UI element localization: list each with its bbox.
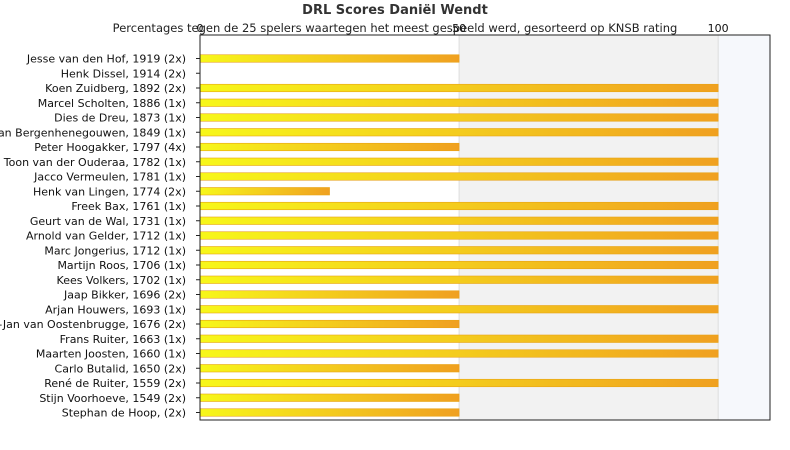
category-label: Freek Bax, 1761 (1x): [71, 200, 186, 213]
bar: [199, 216, 719, 225]
bar: [199, 157, 719, 166]
bar: [199, 246, 719, 255]
category-label: Henk van Lingen, 1774 (2x): [33, 185, 186, 198]
category-label: Koen Zuidberg, 1892 (2x): [45, 82, 186, 95]
category-label: Jesse van den Hof, 1919 (2x): [26, 53, 186, 66]
category-label: Stephan de Hoop, (2x): [62, 407, 186, 420]
bar: [199, 172, 719, 181]
bar: [199, 393, 460, 402]
category-label: René de Ruiter, 1559 (2x): [44, 377, 186, 390]
plot-frame: [199, 34, 771, 421]
bar: [199, 54, 460, 63]
bar: [199, 142, 460, 152]
category-label: Gert-Jan van Oostenbrugge, 1676 (2x): [0, 318, 186, 331]
category-label: Jacco Vermeulen, 1781 (1x): [33, 171, 186, 184]
category-label: Kees Volkers, 1702 (1x): [57, 274, 186, 287]
bar: [199, 128, 719, 137]
bar: [199, 319, 460, 329]
category-label: Geurt van de Wal, 1731 (1x): [30, 215, 186, 228]
bar: [199, 378, 719, 388]
category-label: Stijn Voorhoeve, 1549 (2x): [39, 392, 186, 405]
bar: [199, 113, 719, 122]
category-label: Dies de Dreu, 1873 (1x): [54, 112, 186, 125]
category-label: Peter Hoogakker, 1797 (4x): [34, 141, 186, 154]
bar: [199, 187, 330, 196]
category-label: Marcel Scholten, 1886 (1x): [38, 97, 186, 110]
bar: [199, 83, 719, 93]
category-label: Jaap Bikker, 1696 (2x): [63, 289, 186, 302]
category-label: Frans Ruiter, 1663 (1x): [60, 333, 186, 346]
bar: [199, 408, 460, 417]
bar: [199, 201, 719, 211]
category-label: Arjan Houwers, 1693 (1x): [45, 303, 186, 316]
category-label: Toon van der Ouderaa, 1782 (1x): [3, 156, 186, 169]
bar: [199, 98, 719, 107]
chart-title: DRL Scores Daniël Wendt: [302, 3, 488, 18]
category-label: Arnold van Gelder, 1712 (1x): [26, 230, 186, 243]
category-label: Carlo Butalid, 1650 (2x): [55, 362, 186, 375]
bar: [199, 349, 719, 358]
bar: [199, 231, 719, 240]
x-tick-label: 0: [197, 22, 204, 35]
bar: [199, 305, 719, 314]
bar: [199, 334, 719, 343]
bar: [199, 275, 719, 284]
bar: [199, 364, 460, 373]
chart-subtitle: Percentages tegen de 25 spelers waartege…: [112, 21, 678, 35]
plot-band-50-100: [459, 35, 719, 420]
plot-band-100-110: [718, 35, 770, 420]
plot-band-0-50: [200, 35, 460, 420]
bar: [199, 260, 719, 270]
x-tick-label: 100: [708, 22, 729, 35]
category-label: Marc Jongerius, 1712 (1x): [44, 244, 186, 257]
x-tick-label: 50: [452, 22, 466, 35]
category-label: Henk Dissel, 1914 (2x): [61, 67, 186, 80]
category-label: Kees van Bergenhenegouwen, 1849 (1x): [0, 126, 186, 139]
category-label: Maarten Joosten, 1660 (1x): [36, 348, 186, 361]
category-label: Martijn Roos, 1706 (1x): [57, 259, 186, 272]
bar: [199, 290, 460, 299]
